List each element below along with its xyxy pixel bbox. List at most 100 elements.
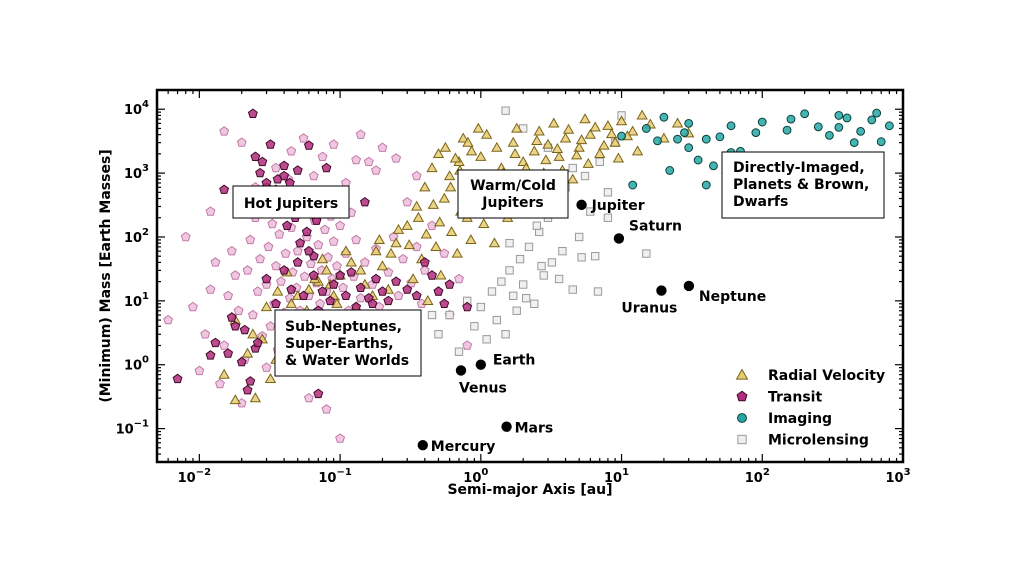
x-tick-exponent: 2	[763, 467, 770, 478]
transit-faint-point	[328, 236, 339, 246]
x-tick-label: 102	[745, 467, 770, 486]
radial-velocity-point	[548, 117, 560, 128]
transit-faint-point	[411, 170, 422, 181]
microlensing-point	[575, 232, 584, 242]
radial-velocity-point	[559, 132, 572, 143]
planet-neptune-dot	[683, 280, 695, 292]
transit-faint-point	[267, 218, 278, 229]
radial-velocity-point	[449, 152, 462, 163]
transit-faint-point	[271, 162, 281, 173]
transit-point	[255, 167, 265, 178]
planet-jupiter-label: Jupiter	[591, 198, 645, 214]
y-tick-exponent: 4	[142, 99, 149, 110]
transit-faint-point	[355, 129, 366, 139]
transit-point	[279, 170, 290, 181]
planet-uranus-label: Uranus	[621, 301, 677, 317]
y-tick-exponent: 2	[142, 227, 149, 238]
x-tick-exponent: −1	[336, 467, 351, 478]
radial-velocity-point	[401, 219, 413, 230]
y-tick-exponent: 3	[142, 163, 149, 174]
imaging-point	[800, 109, 810, 119]
y-tick-label: 104	[124, 99, 149, 118]
microlensing-point	[558, 246, 567, 256]
transit-faint-point	[462, 340, 473, 350]
radial-velocity-point	[385, 247, 397, 258]
transit-faint-point	[230, 270, 241, 280]
radial-velocity-point	[427, 198, 440, 209]
transit-faint-point	[205, 284, 216, 294]
radial-velocity-point	[589, 121, 601, 132]
microlensing-point	[505, 266, 514, 275]
transit-point	[303, 245, 314, 256]
planet-saturn-label: Saturn	[629, 218, 682, 234]
transit-faint-point	[210, 257, 221, 267]
transit-point	[226, 312, 237, 322]
radial-velocity-point	[531, 134, 543, 145]
imaging-point	[680, 128, 689, 138]
transit-faint-point	[328, 139, 339, 149]
microlensing-point	[603, 188, 613, 197]
radial-velocity-point	[615, 115, 628, 126]
radial-velocity-point	[478, 218, 490, 229]
x-tick-exponent: 1	[622, 467, 629, 478]
imaging-point	[715, 132, 725, 142]
legend: Radial Velocity Transit Imaging Microlensin…	[735, 368, 885, 449]
planet-earth-label: Earth	[493, 353, 536, 369]
y-tick-exponent: 1	[142, 291, 149, 302]
imaging-point	[884, 121, 894, 131]
transit-faint-point	[391, 153, 402, 163]
microlensing-point	[577, 253, 586, 262]
transit-faint-point	[298, 133, 309, 143]
transit-point	[439, 298, 450, 308]
transit-faint-point	[205, 206, 216, 216]
radial-velocity-point	[444, 181, 457, 192]
transit-faint-point	[332, 260, 342, 271]
solar-system-planets: Mercury Venus Earth Mars Jupiter Saturn Uranus…	[417, 198, 766, 455]
radial-velocity-point	[249, 392, 262, 403]
imaging-point	[653, 136, 662, 146]
microlensing-point	[568, 163, 577, 173]
radial-velocity-point	[507, 136, 519, 147]
transit-faint-point	[359, 257, 370, 267]
microlensing-point	[586, 207, 595, 216]
radial-velocity-point	[511, 122, 523, 133]
imaging-point	[751, 128, 761, 138]
transit-faint-point	[265, 321, 276, 331]
imaging-point	[641, 124, 651, 133]
imaging-point	[665, 166, 675, 175]
transit-faint-point	[280, 248, 291, 258]
imaging-point	[684, 143, 694, 153]
imaging-point	[782, 125, 792, 135]
transit-point	[279, 160, 290, 170]
microlensing-point	[501, 330, 510, 339]
radial-velocity-point	[438, 192, 450, 203]
microlensing-point	[505, 238, 514, 248]
transit-faint-point	[233, 305, 244, 315]
radial-velocity-point	[602, 119, 614, 130]
transit-faint-point	[245, 234, 256, 245]
radial-velocity-point	[631, 145, 644, 156]
y-tick-label: 101	[124, 291, 149, 310]
microlensing-point	[454, 347, 464, 356]
y-axis-title: (Minimum) Mass [Earth Masses]	[98, 149, 114, 402]
annotation-text-direct: Dwarfs	[733, 194, 788, 210]
imaging-point	[709, 161, 718, 171]
microlensing-point	[591, 252, 600, 261]
transit-point	[402, 284, 413, 294]
radial-velocity-point	[451, 247, 463, 258]
transit-faint-point	[338, 282, 348, 292]
transit-point	[245, 376, 256, 386]
radial-velocity-point	[345, 256, 357, 267]
radial-velocity-point	[430, 241, 442, 251]
microlensing-point	[501, 106, 510, 115]
microlensing-point	[427, 310, 437, 320]
planet-mars-label: Mars	[515, 421, 554, 437]
radial-velocity-point	[412, 211, 425, 222]
microlensing-point	[593, 287, 603, 296]
transit-point	[377, 286, 388, 296]
transit-faint-point	[276, 276, 286, 286]
planet-neptune-label: Neptune	[699, 289, 766, 305]
